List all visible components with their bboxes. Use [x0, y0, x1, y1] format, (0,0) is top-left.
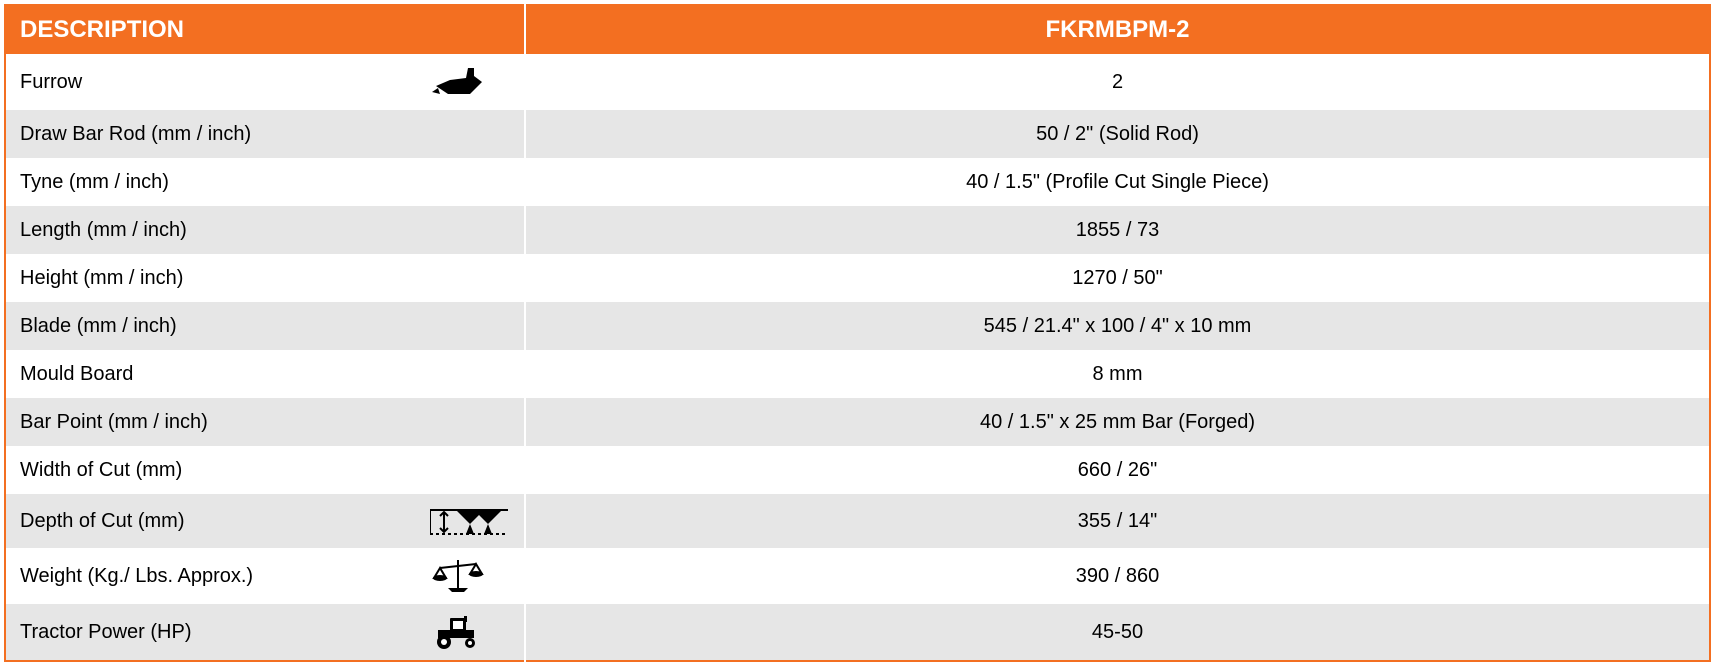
cell-description: Blade (mm / inch): [5, 302, 525, 350]
cell-description: Mould Board: [5, 350, 525, 398]
cell-value: 45-50: [525, 604, 1710, 661]
description-text: Tractor Power (HP): [20, 621, 192, 644]
description-text: Weight (Kg./ Lbs. Approx.): [20, 565, 253, 588]
cell-value: 390 / 860: [525, 548, 1710, 604]
table-row: Draw Bar Rod (mm / inch) 50 / 2" (Solid R…: [5, 110, 1710, 158]
cell-value: 660 / 26": [525, 446, 1710, 494]
table-row: Weight (Kg./ Lbs. Approx.) 390 / 860: [5, 548, 1710, 604]
table-row: Bar Point (mm / inch) 40 / 1.5" x 25 mm B…: [5, 398, 1710, 446]
cell-description: Depth of Cut (mm): [5, 494, 525, 548]
description-text: Height (mm / inch): [20, 267, 183, 290]
row-icon-slot: [430, 504, 510, 538]
description-text: Width of Cut (mm): [20, 459, 182, 482]
description-text: Draw Bar Rod (mm / inch): [20, 123, 251, 146]
header-description: DESCRIPTION: [5, 5, 525, 54]
table-row: Blade (mm / inch) 545 / 21.4" x 100 / 4" …: [5, 302, 1710, 350]
table-row: Tyne (mm / inch) 40 / 1.5" (Profile Cut S…: [5, 158, 1710, 206]
table-body: Furrow 2 Draw Bar Rod (mm / inch) 50 / 2" …: [5, 54, 1710, 661]
row-icon-slot: [430, 614, 510, 650]
cell-description: Bar Point (mm / inch): [5, 398, 525, 446]
description-text: Depth of Cut (mm): [20, 510, 184, 533]
description-text: Furrow: [20, 71, 82, 94]
table-row: Furrow 2: [5, 54, 1710, 110]
cell-value: 50 / 2" (Solid Rod): [525, 110, 1710, 158]
cell-description: Furrow: [5, 54, 525, 110]
table-row: Depth of Cut (mm) 355 / 14": [5, 494, 1710, 548]
cell-value: 1855 / 73: [525, 206, 1710, 254]
tractor-icon: [430, 614, 482, 650]
cell-value: 40 / 1.5" x 25 mm Bar (Forged): [525, 398, 1710, 446]
table-row: Width of Cut (mm) 660 / 26": [5, 446, 1710, 494]
description-text: Mould Board: [20, 363, 133, 386]
cell-value: 355 / 14": [525, 494, 1710, 548]
description-text: Bar Point (mm / inch): [20, 411, 208, 434]
header-value: FKRMBPM-2: [525, 5, 1710, 54]
cell-description: Tyne (mm / inch): [5, 158, 525, 206]
scale-icon: [430, 558, 486, 594]
cell-value: 40 / 1.5" (Profile Cut Single Piece): [525, 158, 1710, 206]
table-row: Length (mm / inch) 1855 / 73: [5, 206, 1710, 254]
table-row: Mould Board 8 mm: [5, 350, 1710, 398]
plow-icon: [430, 64, 490, 100]
spec-table: DESCRIPTION FKRMBPM-2 Furrow 2Draw Bar R…: [4, 4, 1711, 662]
description-text: Length (mm / inch): [20, 219, 187, 242]
cell-value: 1270 / 50": [525, 254, 1710, 302]
description-text: Tyne (mm / inch): [20, 171, 169, 194]
cell-description: Height (mm / inch): [5, 254, 525, 302]
cell-description: Draw Bar Rod (mm / inch): [5, 110, 525, 158]
cell-description: Length (mm / inch): [5, 206, 525, 254]
row-icon-slot: [430, 558, 510, 594]
description-text: Blade (mm / inch): [20, 315, 177, 338]
cell-description: Tractor Power (HP): [5, 604, 525, 661]
table-header-row: DESCRIPTION FKRMBPM-2: [5, 5, 1710, 54]
row-icon-slot: [430, 64, 510, 100]
cell-value: 8 mm: [525, 350, 1710, 398]
cell-description: Weight (Kg./ Lbs. Approx.): [5, 548, 525, 604]
depth-cut-icon: [430, 504, 508, 538]
table-row: Tractor Power (HP) 45-50: [5, 604, 1710, 661]
table-row: Height (mm / inch) 1270 / 50": [5, 254, 1710, 302]
cell-value: 2: [525, 54, 1710, 110]
cell-description: Width of Cut (mm): [5, 446, 525, 494]
cell-value: 545 / 21.4" x 100 / 4" x 10 mm: [525, 302, 1710, 350]
